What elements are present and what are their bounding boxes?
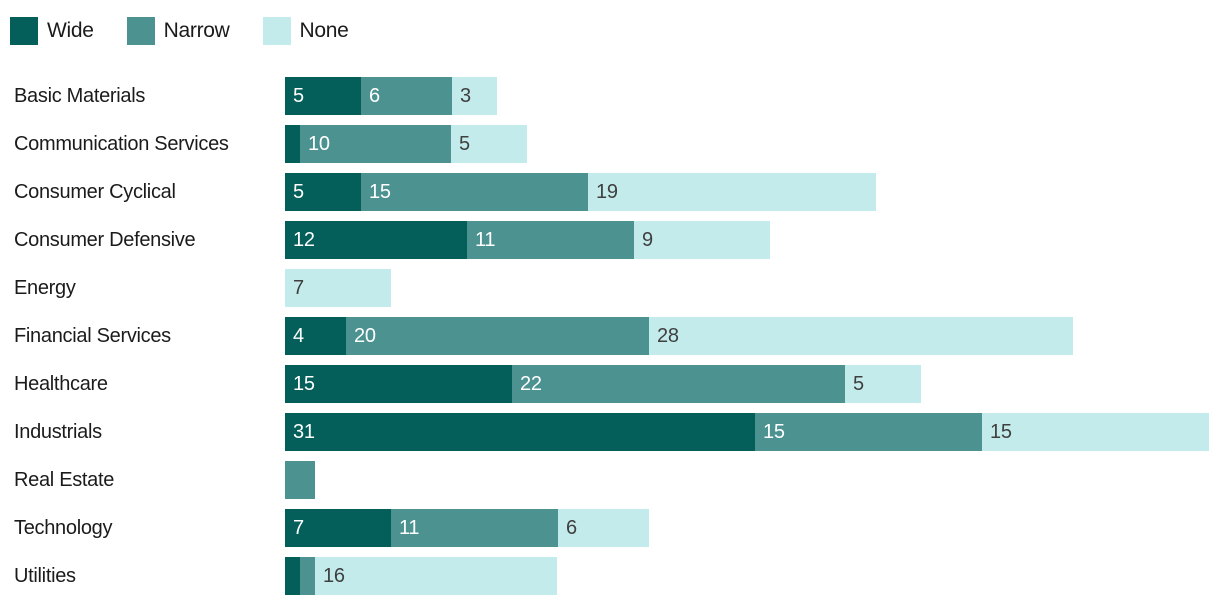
- legend-item-narrow: Narrow: [126, 17, 230, 45]
- bar-value-label: 20: [354, 325, 376, 347]
- legend-item-none: None: [262, 17, 349, 45]
- none-legend-swatch: [262, 17, 291, 45]
- bar-value-label: 10: [308, 133, 330, 155]
- bar-segment-narrow: 6: [361, 77, 452, 115]
- chart-legend: Wide Narrow None: [0, 0, 1220, 45]
- bar-value-label: 31: [293, 421, 315, 443]
- chart-row: Financial Services 4 20 28: [0, 312, 1220, 360]
- bar-value-label: 6: [566, 517, 577, 539]
- bar-stack: 16: [285, 557, 557, 595]
- chart-row: Communication Services 10 5: [0, 120, 1220, 168]
- bar-value-label: 16: [323, 565, 345, 587]
- chart-row: Real Estate: [0, 456, 1220, 504]
- category-label: Healthcare: [14, 372, 108, 395]
- category-label: Basic Materials: [14, 84, 146, 107]
- bar-value-label: 5: [293, 85, 304, 107]
- bar-value-label: 7: [293, 517, 304, 539]
- bar-segment-wide: [285, 125, 300, 163]
- category-label: Utilities: [14, 564, 76, 587]
- legend-label-wide: Wide: [47, 19, 94, 42]
- bar-segment-none: 7: [285, 269, 391, 307]
- category-label: Real Estate: [14, 468, 115, 491]
- category-label: Technology: [14, 516, 113, 539]
- narrow-legend-swatch: [126, 17, 155, 45]
- bar-value-label: 19: [596, 181, 618, 203]
- bar-value-label: 5: [853, 373, 864, 395]
- chart-row: Technology 7 11 6: [0, 504, 1220, 552]
- category-label: Energy: [14, 276, 76, 299]
- bar-stack: 12 11 9: [285, 221, 770, 259]
- bar-value-label: 4: [293, 325, 304, 347]
- bar-value-label: 5: [459, 133, 470, 155]
- bar-value-label: 15: [369, 181, 391, 203]
- bar-value-label: 3: [460, 85, 471, 107]
- bar-stack: 7: [285, 269, 391, 307]
- bar-stack: 15 22 5: [285, 365, 921, 403]
- chart-row: Consumer Cyclical 5 15 19: [0, 168, 1220, 216]
- bar-segment-none: 5: [451, 125, 527, 163]
- bar-value-label: 22: [520, 373, 542, 395]
- legend-item-wide: Wide: [10, 17, 94, 45]
- bar-segment-narrow: [285, 461, 315, 499]
- bar-value-label: 15: [293, 373, 315, 395]
- bar-segment-none: 5: [845, 365, 921, 403]
- bar-stack: 31 15 15: [285, 413, 1209, 451]
- bar-segment-wide: 31: [285, 413, 755, 451]
- bar-value-label: 11: [399, 517, 420, 539]
- bar-stack: 7 11 6: [285, 509, 649, 547]
- bar-segment-none: 9: [634, 221, 770, 259]
- bar-segment-wide: 15: [285, 365, 512, 403]
- bar-value-label: 6: [369, 85, 380, 107]
- legend-label-none: None: [299, 19, 349, 42]
- bar-segment-narrow: 15: [755, 413, 982, 451]
- bar-stack: 5 15 19: [285, 173, 876, 211]
- bar-stack: 5 6 3: [285, 77, 497, 115]
- category-label: Consumer Defensive: [14, 228, 196, 251]
- bar-segment-none: 15: [982, 413, 1209, 451]
- bar-segment-narrow: 11: [391, 509, 558, 547]
- category-label: Communication Services: [14, 132, 229, 155]
- bar-value-label: 12: [293, 229, 315, 251]
- bar-stack: 10 5: [285, 125, 527, 163]
- bar-segment-narrow: 22: [512, 365, 845, 403]
- bar-segment-none: 28: [649, 317, 1073, 355]
- bar-value-label: 11: [475, 229, 496, 251]
- bar-value-label: 5: [293, 181, 304, 203]
- bar-segment-none: 16: [315, 557, 557, 595]
- bar-value-label: 15: [763, 421, 785, 443]
- chart-row: Industrials 31 15 15: [0, 408, 1220, 456]
- chart-row: Basic Materials 5 6 3: [0, 72, 1220, 120]
- bar-segment-wide: [285, 557, 300, 595]
- bar-stack: 4 20 28: [285, 317, 1073, 355]
- bar-segment-narrow: 20: [346, 317, 649, 355]
- bar-segment-none: 6: [558, 509, 649, 547]
- stacked-bar-chart: Basic Materials 5 6 3 Communication Services…: [0, 72, 1220, 600]
- bar-value-label: 15: [990, 421, 1012, 443]
- legend-label-narrow: Narrow: [163, 19, 230, 42]
- chart-row: Consumer Defensive 12 11 9: [0, 216, 1220, 264]
- bar-segment-wide: 5: [285, 77, 361, 115]
- bar-segment-none: 3: [452, 77, 497, 115]
- bar-segment-wide: 5: [285, 173, 361, 211]
- bar-segment-narrow: 15: [361, 173, 588, 211]
- chart-row: Healthcare 15 22 5: [0, 360, 1220, 408]
- bar-segment-wide: 4: [285, 317, 346, 355]
- bar-value-label: 9: [642, 229, 653, 251]
- category-label: Financial Services: [14, 324, 171, 347]
- bar-segment-narrow: 11: [467, 221, 634, 259]
- bar-stack: [285, 461, 315, 499]
- bar-segment-narrow: [300, 557, 315, 595]
- category-label: Consumer Cyclical: [14, 180, 176, 203]
- bar-segment-wide: 7: [285, 509, 391, 547]
- bar-value-label: 7: [293, 277, 304, 299]
- bar-value-label: 28: [657, 325, 679, 347]
- bar-segment-wide: 12: [285, 221, 467, 259]
- wide-legend-swatch: [10, 17, 38, 45]
- bar-segment-none: 19: [588, 173, 876, 211]
- category-label: Industrials: [14, 420, 102, 443]
- bar-segment-narrow: 10: [300, 125, 451, 163]
- chart-row: Utilities 16: [0, 552, 1220, 600]
- chart-row: Energy 7: [0, 264, 1220, 312]
